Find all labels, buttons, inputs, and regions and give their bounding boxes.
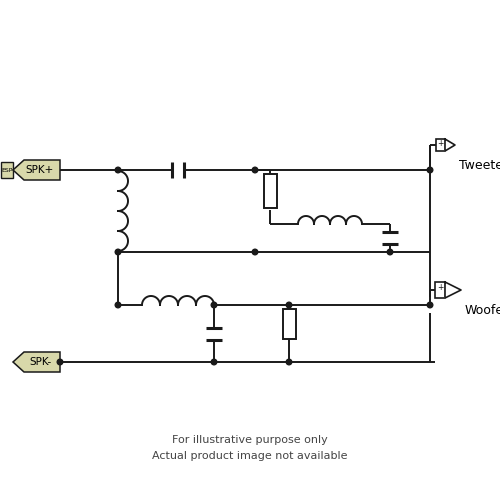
Circle shape: [286, 302, 292, 308]
Text: Woofer: Woofer: [465, 304, 500, 317]
Polygon shape: [445, 139, 455, 151]
Text: +: +: [437, 282, 443, 292]
Circle shape: [387, 249, 393, 255]
Circle shape: [115, 302, 121, 308]
Text: Tweeter: Tweeter: [459, 159, 500, 172]
Circle shape: [252, 167, 258, 173]
Bar: [282, 308, 296, 338]
Polygon shape: [13, 352, 60, 372]
Text: SPK-: SPK-: [29, 357, 51, 367]
Text: ESP: ESP: [2, 168, 13, 172]
Polygon shape: [13, 160, 60, 180]
Text: Actual product image not available: Actual product image not available: [152, 451, 348, 461]
Circle shape: [211, 302, 217, 308]
Bar: [436, 139, 445, 151]
Circle shape: [252, 249, 258, 255]
Bar: [264, 174, 276, 208]
Text: +: +: [437, 138, 443, 147]
Circle shape: [427, 302, 433, 308]
Circle shape: [427, 167, 433, 173]
Circle shape: [286, 359, 292, 365]
Text: SPK+: SPK+: [26, 165, 54, 175]
Circle shape: [115, 249, 121, 255]
Bar: [435, 282, 445, 298]
Text: For illustrative purpose only: For illustrative purpose only: [172, 435, 328, 445]
Circle shape: [211, 359, 217, 365]
Bar: [1, 162, 13, 178]
Circle shape: [115, 167, 121, 173]
Polygon shape: [445, 282, 461, 298]
Circle shape: [57, 359, 63, 365]
